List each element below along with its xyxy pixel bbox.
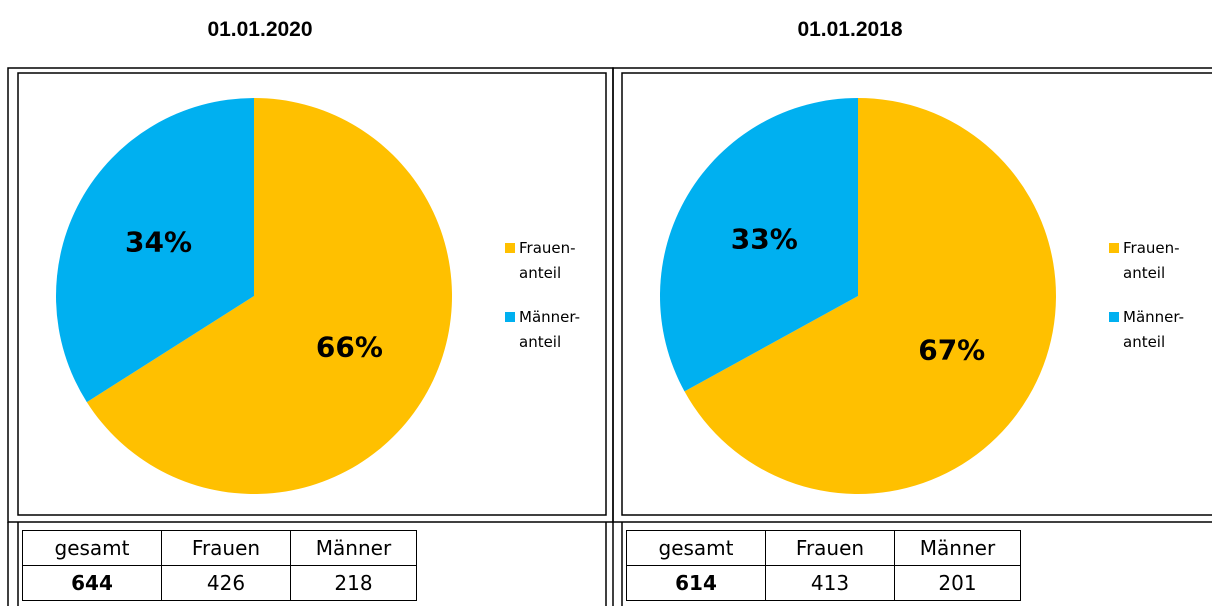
frames xyxy=(7,67,1212,606)
header-cell: Männer xyxy=(894,530,1021,566)
legend-item: Männer- anteil xyxy=(1109,305,1184,355)
header-cell: gesamt xyxy=(22,530,162,566)
data-label: 67% xyxy=(918,333,985,366)
data-row: 614 413 201 xyxy=(626,565,1021,601)
legend-swatch xyxy=(1109,243,1119,253)
legend-label: Frauen- anteil xyxy=(1123,239,1180,282)
data-cell: 413 xyxy=(765,565,895,601)
data-cell: 614 xyxy=(626,565,766,601)
header-cell: gesamt xyxy=(626,530,766,566)
legend-label: Frauen- anteil xyxy=(519,239,576,282)
legend-item: Frauen- anteil xyxy=(505,236,580,286)
data-label: 33% xyxy=(731,223,798,256)
legend-label: Männer- anteil xyxy=(519,308,580,351)
data-cell: 426 xyxy=(161,565,291,601)
data-row: 644 426 218 xyxy=(22,565,417,601)
data-cell: 201 xyxy=(894,565,1021,601)
data-cell: 218 xyxy=(290,565,417,601)
legend-swatch xyxy=(505,243,515,253)
legend: Frauen- anteil Männer- anteil xyxy=(1109,236,1184,374)
pie-slice xyxy=(659,98,858,392)
header-row: gesamt Frauen Männer xyxy=(626,530,1021,566)
table: gesamt Frauen Männer 614 413 201 xyxy=(626,530,1021,601)
table: gesamt Frauen Männer 644 426 218 xyxy=(22,530,417,601)
pie-slice xyxy=(56,97,255,403)
header-cell: Frauen xyxy=(161,530,291,566)
data-label: 34% xyxy=(125,226,192,259)
header-row: gesamt Frauen Männer xyxy=(22,530,417,566)
legend-item: Frauen- anteil xyxy=(1109,236,1184,286)
legend-swatch xyxy=(505,312,515,322)
pie-slice xyxy=(86,98,453,494)
chart-title: 01.01.2020 xyxy=(207,18,312,41)
legend-swatch xyxy=(1109,312,1119,322)
legend: Frauen- anteil Männer- anteil xyxy=(505,236,580,374)
header-cell: Männer xyxy=(290,530,417,566)
legend-label: Männer- anteil xyxy=(1123,308,1184,351)
data-label: 66% xyxy=(316,330,383,363)
data-cell: 644 xyxy=(22,565,162,601)
chart-title: 01.01.2018 xyxy=(797,18,902,41)
pie-slice xyxy=(684,98,1057,494)
legend-item: Männer- anteil xyxy=(505,305,580,355)
header-cell: Frauen xyxy=(765,530,895,566)
